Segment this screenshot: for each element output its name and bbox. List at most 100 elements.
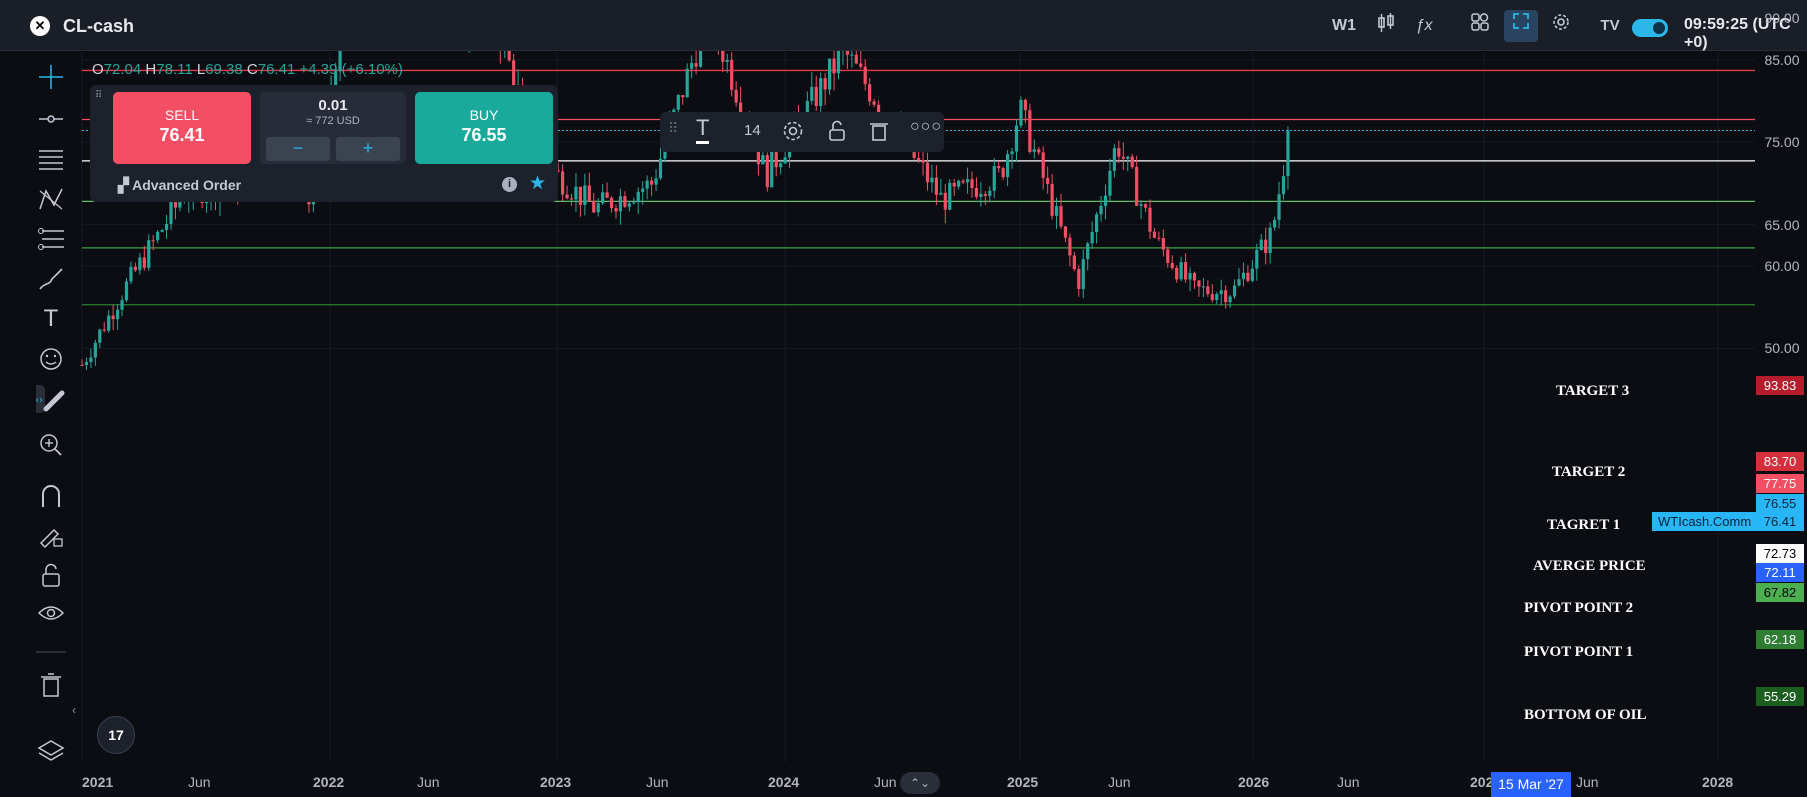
scroll-axis-handle[interactable]: ⌃⌄ <box>900 772 940 794</box>
candle-body <box>1250 268 1254 281</box>
candle-body <box>819 78 823 107</box>
close-value: 76.41 <box>257 61 296 78</box>
annotation-target-1[interactable]: TAGRET 1 <box>1547 517 1621 533</box>
price-axis-label: 85.00 <box>1764 51 1800 68</box>
magnet-icon[interactable] <box>36 481 66 509</box>
quantity-usd: ≈ 772 USD <box>306 115 360 127</box>
decrease-button[interactable]: − <box>266 137 330 161</box>
candle-body <box>1166 249 1170 263</box>
candle-body <box>98 329 102 343</box>
candle-body <box>979 193 983 197</box>
candle-body <box>1228 296 1232 303</box>
candle-body <box>1237 279 1241 286</box>
annotation-pivot-point-1[interactable]: PIVOT POINT 1 <box>1524 644 1634 660</box>
time-axis-label: Jun <box>188 774 211 790</box>
candle-body <box>1255 249 1259 269</box>
candle-body <box>160 230 164 232</box>
fullscreen-icon[interactable] <box>1504 10 1538 42</box>
candle-body <box>156 231 160 241</box>
quantity-stepper[interactable]: 0.01 ≈ 772 USD − + <box>260 92 406 164</box>
quantity-value[interactable]: 0.01 <box>318 97 348 114</box>
high-label: H <box>145 61 157 78</box>
candle-body <box>1103 195 1108 206</box>
annotation-target-3[interactable]: TARGET 3 <box>1556 383 1630 399</box>
horizontal-ray-icon[interactable] <box>36 105 66 133</box>
advanced-order-button[interactable]: ▞ Advanced Order <box>118 177 241 194</box>
candle-body <box>1054 206 1059 216</box>
candle-body <box>1121 156 1125 159</box>
candle-body <box>730 59 734 90</box>
time-axis-label: Jun <box>1337 774 1360 790</box>
info-icon[interactable]: i <box>502 177 517 192</box>
templates-icon[interactable] <box>1466 13 1494 39</box>
emoji-icon[interactable] <box>36 345 66 373</box>
fib-levels-icon[interactable] <box>36 225 66 253</box>
tradingview-badge-icon[interactable]: 17 <box>97 716 135 754</box>
candle-body <box>561 171 565 195</box>
font-size-value[interactable]: 14 <box>744 122 761 139</box>
settings-icon[interactable] <box>782 120 804 147</box>
trash-icon[interactable] <box>868 120 890 147</box>
annotation-pivot-point-2[interactable]: PIVOT POINT 2 <box>1524 600 1634 616</box>
fx-indicators-icon[interactable]: ƒx <box>1415 17 1433 34</box>
time-axis-label: Jun <box>1108 774 1131 790</box>
candle-body <box>988 190 992 196</box>
more-options-icon[interactable]: ○○○ <box>910 118 942 135</box>
candle-body <box>1032 149 1036 152</box>
candle-body <box>1117 148 1121 157</box>
settings-icon[interactable] <box>1547 13 1575 39</box>
candle-body <box>1090 232 1094 244</box>
advanced-order-label: Advanced Order <box>132 177 242 193</box>
zoom-in-icon[interactable] <box>36 431 66 459</box>
candle-body <box>1014 125 1019 152</box>
candle-body <box>1010 151 1014 155</box>
lock-drawing-icon[interactable] <box>36 521 66 549</box>
parallel-lines-icon[interactable] <box>36 145 66 173</box>
candle-body <box>1148 207 1152 232</box>
collapse-sidebar-icon[interactable]: ‹ <box>72 703 76 717</box>
time-axis-label: Jun <box>1576 774 1599 790</box>
candle-body <box>641 188 645 192</box>
low-value: 69.38 <box>205 61 243 78</box>
pattern-icon[interactable] <box>36 185 66 213</box>
candle-body <box>129 266 133 282</box>
candle-body <box>178 201 182 208</box>
sell-button[interactable]: SELL 76.41 <box>113 92 251 164</box>
candles-icon[interactable] <box>1372 13 1400 39</box>
candle-body <box>970 179 974 188</box>
text-color-icon[interactable]: T <box>696 115 710 144</box>
unlock-icon[interactable] <box>36 561 66 589</box>
time-axis-label: 2024 <box>768 774 800 790</box>
time-axis-label: Jun <box>874 774 897 790</box>
ruler-icon[interactable]: ‹› <box>31 385 66 413</box>
trash-icon[interactable] <box>36 671 66 699</box>
crosshair-icon[interactable] <box>36 63 66 91</box>
annotation-target-2[interactable]: TARGET 2 <box>1552 464 1626 480</box>
eye-icon[interactable] <box>36 601 66 629</box>
drag-handle-icon[interactable]: ⠿ <box>95 90 103 101</box>
advanced-order-icon: ▞ <box>118 177 133 193</box>
increase-button[interactable]: + <box>336 137 400 161</box>
candle-body <box>832 58 836 74</box>
price-level-tag: 83.70 <box>1756 452 1804 471</box>
text-tool-icon[interactable]: T <box>43 305 59 332</box>
timeframe-button[interactable]: W1 <box>1332 17 1356 34</box>
candle-body <box>107 315 111 331</box>
buy-button[interactable]: BUY 76.55 <box>415 92 553 164</box>
candle-body <box>1184 262 1188 280</box>
unlock-icon[interactable] <box>826 120 848 147</box>
candle-body <box>596 203 600 213</box>
star-icon[interactable]: ★ <box>529 173 547 194</box>
candle-body <box>587 185 591 202</box>
candle-body <box>1135 166 1139 206</box>
annotation-bottom-of-oil[interactable]: BOTTOM OF OIL <box>1524 707 1647 723</box>
toolbar-drag-icon[interactable]: ⠿ <box>668 120 679 136</box>
toggle-switch[interactable] <box>1632 19 1668 37</box>
candle-body <box>961 180 965 183</box>
annotation-average-price[interactable]: AVERGE PRICE <box>1533 558 1646 574</box>
candle-body <box>1246 272 1250 281</box>
brush-icon[interactable] <box>36 265 66 293</box>
time-axis-label: 2026 <box>1238 774 1270 790</box>
layers-icon[interactable] <box>36 737 66 765</box>
symbol-name[interactable]: CL-cash <box>63 16 135 36</box>
